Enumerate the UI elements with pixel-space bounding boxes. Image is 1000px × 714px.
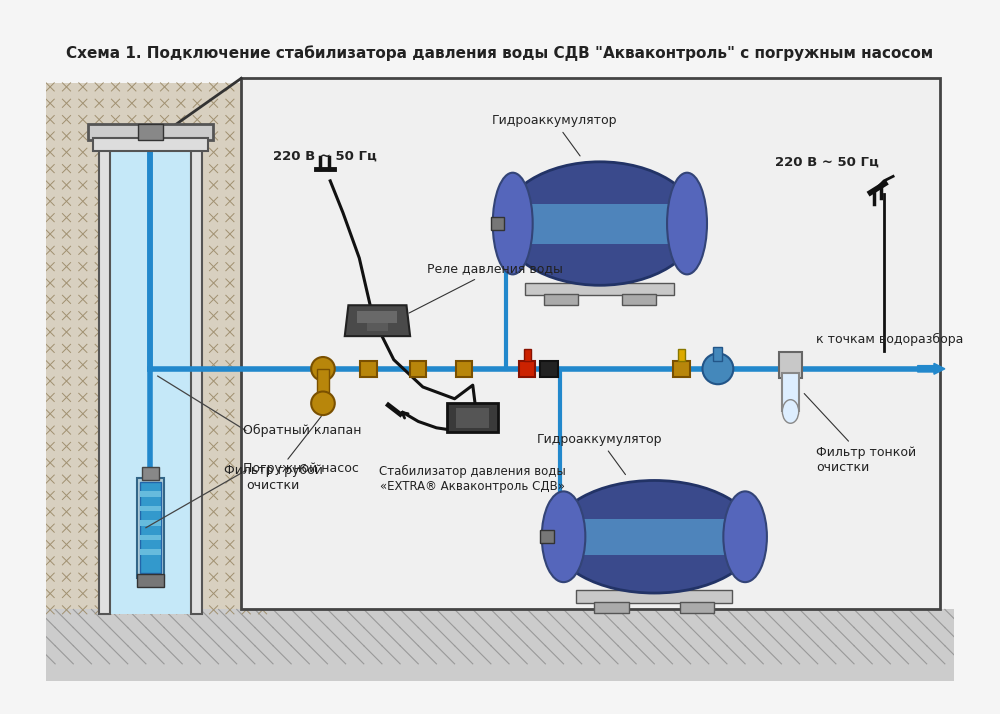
- Bar: [93, 139, 208, 151]
- Bar: [518, 203, 682, 243]
- Text: Реле давления воды: Реле давления воды: [409, 263, 563, 313]
- Bar: [678, 349, 685, 361]
- Bar: [110, 151, 191, 614]
- Bar: [525, 283, 674, 296]
- Bar: [673, 361, 690, 377]
- Ellipse shape: [311, 391, 335, 415]
- Bar: [99, 146, 110, 614]
- Bar: [140, 482, 161, 573]
- Bar: [140, 491, 161, 497]
- Ellipse shape: [667, 173, 707, 274]
- Bar: [544, 294, 578, 306]
- Text: Гидроаккумулятор: Гидроаккумулятор: [537, 433, 663, 475]
- Ellipse shape: [782, 400, 799, 423]
- Bar: [524, 349, 531, 361]
- Bar: [519, 361, 535, 377]
- Bar: [456, 408, 489, 428]
- Text: Погружной насос: Погружной насос: [243, 462, 359, 476]
- Ellipse shape: [542, 491, 585, 582]
- Text: Фильтр тонкой
очистки: Фильтр тонкой очистки: [804, 393, 916, 474]
- Bar: [191, 146, 202, 614]
- Bar: [137, 478, 164, 578]
- Ellipse shape: [723, 491, 767, 582]
- Bar: [680, 602, 714, 613]
- Bar: [137, 574, 164, 587]
- Text: 220 В ~ 50 Гц: 220 В ~ 50 Гц: [273, 149, 377, 162]
- Ellipse shape: [702, 353, 733, 384]
- Bar: [140, 521, 161, 526]
- Text: Обратный клапан: Обратный клапан: [243, 424, 362, 437]
- Ellipse shape: [502, 162, 698, 286]
- Bar: [140, 535, 161, 540]
- Bar: [138, 124, 163, 140]
- Bar: [569, 518, 740, 555]
- Bar: [594, 602, 629, 613]
- Bar: [410, 361, 426, 377]
- Bar: [140, 506, 161, 511]
- Ellipse shape: [553, 481, 756, 593]
- Text: к точкам водоразбора: к точкам водоразбора: [816, 333, 963, 346]
- Bar: [779, 353, 802, 378]
- Bar: [491, 217, 504, 230]
- Polygon shape: [345, 306, 410, 336]
- Ellipse shape: [493, 173, 533, 274]
- Bar: [713, 347, 722, 361]
- Bar: [140, 550, 161, 555]
- Bar: [142, 467, 159, 480]
- Text: Схема 1. Подключение стабилизатора давления воды СДВ "Акваконтроль" с погружным : Схема 1. Подключение стабилизатора давле…: [66, 45, 934, 61]
- Bar: [576, 590, 732, 603]
- Text: 220 В ~ 50 Гц: 220 В ~ 50 Гц: [775, 156, 879, 169]
- Text: Фильтр грубой
очистки: Фильтр грубой очистки: [224, 416, 322, 492]
- Bar: [540, 361, 558, 377]
- Ellipse shape: [311, 357, 335, 381]
- Bar: [360, 361, 377, 377]
- FancyArrow shape: [918, 363, 945, 374]
- Bar: [357, 311, 397, 323]
- Bar: [367, 323, 388, 331]
- Bar: [782, 373, 799, 411]
- Bar: [540, 531, 554, 543]
- Bar: [622, 294, 656, 306]
- Bar: [317, 369, 329, 403]
- Bar: [46, 83, 268, 609]
- Bar: [241, 79, 940, 609]
- Bar: [88, 124, 213, 140]
- Bar: [46, 609, 954, 681]
- Text: Стабилизатор давления воды
«EXTRA® Акваконтроль СДВ»: Стабилизатор давления воды «EXTRA® Аквак…: [379, 465, 566, 493]
- Bar: [447, 403, 498, 433]
- Text: Гидроаккумулятор: Гидроаккумулятор: [492, 114, 617, 156]
- Bar: [456, 361, 472, 377]
